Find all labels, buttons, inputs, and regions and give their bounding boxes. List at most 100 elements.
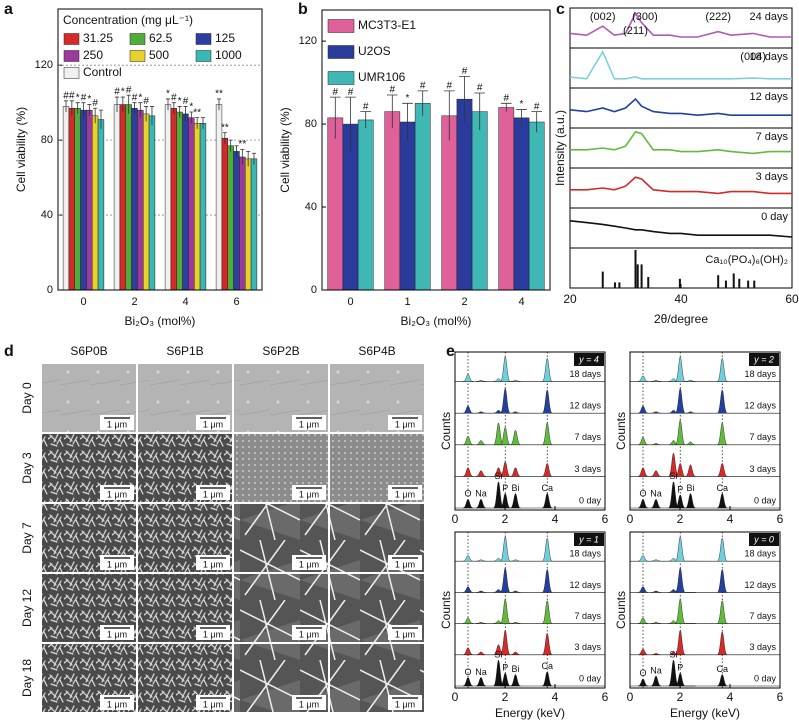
legend-label: 1000 bbox=[215, 48, 242, 62]
x-tick-label: 4 bbox=[552, 512, 559, 526]
legend-label: MC3T3-E1 bbox=[358, 18, 416, 32]
error-bar bbox=[63, 100, 69, 113]
error-bar bbox=[81, 102, 86, 118]
element-label: Ca bbox=[716, 664, 728, 674]
spectrum-peak bbox=[685, 411, 696, 414]
scale-bar-label: 1 μm bbox=[395, 699, 415, 709]
significance-mark: # bbox=[348, 87, 354, 98]
element-label: P bbox=[677, 484, 683, 494]
peak-label: (222) bbox=[705, 11, 731, 23]
x-axis-label: Bi₂O₃ (mol%) bbox=[125, 314, 196, 328]
legend-swatch bbox=[195, 50, 212, 62]
spectrum-peak bbox=[542, 463, 553, 477]
spectrum-peak bbox=[542, 493, 553, 509]
scale-bar-box bbox=[292, 695, 326, 710]
legend-title: Concentration (mg μL⁻¹) bbox=[63, 13, 193, 27]
bar bbox=[131, 108, 138, 291]
element-label: Bi bbox=[511, 483, 519, 493]
spectrum-peak bbox=[510, 493, 521, 509]
error-bar bbox=[500, 102, 512, 112]
scale-bar-label: 1 μm bbox=[203, 419, 223, 429]
y-axis-label: Cell viability (%) bbox=[278, 107, 292, 192]
significance-mark: ** bbox=[193, 107, 201, 118]
bar bbox=[188, 117, 195, 291]
tag-box bbox=[574, 353, 604, 366]
significance-mark: * bbox=[406, 93, 410, 104]
scale-bar-label: 1 μm bbox=[395, 559, 415, 569]
bar bbox=[193, 123, 201, 291]
row-label: Day 18 bbox=[20, 659, 34, 697]
tag-box bbox=[574, 533, 604, 546]
y-tick-label: 40 bbox=[305, 201, 317, 213]
significance-mark: # bbox=[63, 90, 69, 101]
error-bar bbox=[183, 106, 188, 122]
scale-bar-box bbox=[196, 555, 230, 570]
element-label: Si bbox=[494, 471, 502, 481]
spectrum-peak bbox=[510, 590, 521, 593]
spectrum-peak bbox=[637, 467, 649, 477]
scale-bar-box bbox=[388, 625, 422, 640]
panel-letter: d bbox=[4, 343, 14, 360]
x-tick-label: 2 bbox=[461, 296, 467, 308]
series-label: 0 day bbox=[579, 673, 602, 683]
spectrum-peak bbox=[475, 651, 487, 655]
x-tick-label: 0 bbox=[452, 690, 459, 704]
spectrum-peak bbox=[475, 677, 487, 687]
row-label: Day 7 bbox=[20, 522, 34, 554]
xrd-line bbox=[570, 176, 792, 195]
y-axis-label: Counts bbox=[439, 591, 453, 629]
significance-mark: # bbox=[92, 98, 98, 109]
spectrum-peak bbox=[717, 600, 728, 624]
spectrum-peak bbox=[717, 674, 728, 687]
bar bbox=[498, 107, 515, 291]
element-label: Ca bbox=[541, 483, 553, 493]
scale-bar-label: 1 μm bbox=[299, 559, 319, 569]
error-bar bbox=[149, 106, 155, 126]
series-label: 0 day bbox=[754, 673, 777, 683]
significance-mark: * bbox=[121, 87, 125, 98]
column-label: S6P4B bbox=[358, 344, 395, 358]
y-tick-label: 120 bbox=[35, 59, 53, 71]
spectrum-peak bbox=[542, 633, 553, 655]
scale-bar-label: 1 μm bbox=[395, 419, 415, 429]
series-label: 3 days bbox=[756, 171, 789, 183]
bar bbox=[80, 109, 87, 291]
scale-bar-label: 1 μm bbox=[107, 629, 127, 639]
spectrum-peak bbox=[510, 467, 521, 477]
element-label: P bbox=[677, 662, 683, 672]
y-axis-label: Counts bbox=[439, 412, 453, 450]
spectrum-peak bbox=[500, 536, 511, 562]
y-tick-label: 80 bbox=[41, 134, 53, 146]
error-bar bbox=[87, 104, 92, 116]
scale-bar-box bbox=[196, 415, 230, 430]
bar bbox=[148, 115, 156, 291]
x-tick-label: 4 bbox=[727, 512, 734, 526]
element-label: Na bbox=[475, 667, 487, 677]
spectrum-peak bbox=[542, 538, 553, 562]
error-bar bbox=[417, 90, 429, 116]
x-tick-label: 6 bbox=[602, 690, 609, 704]
scale-bar-label: 1 μm bbox=[203, 559, 223, 569]
peak-label: (300) bbox=[632, 11, 658, 23]
spectrum-peak bbox=[462, 555, 474, 562]
spectrum-peak bbox=[685, 493, 696, 509]
scale-bar-label: 1 μm bbox=[395, 629, 415, 639]
spectrum-peak bbox=[650, 379, 662, 382]
x-tick-label: 4 bbox=[727, 690, 734, 704]
error-bar bbox=[200, 117, 206, 129]
legend-swatch bbox=[195, 33, 212, 45]
spectrum-peak bbox=[462, 499, 474, 509]
y-tick-label: 0 bbox=[47, 284, 53, 296]
scale-bar-label: 1 μm bbox=[299, 629, 319, 639]
x-axis-label: Energy (keV) bbox=[495, 706, 565, 720]
error-bar bbox=[474, 92, 486, 131]
spectrum-peak bbox=[637, 437, 649, 445]
spectrum-peak bbox=[650, 470, 662, 477]
bar bbox=[113, 104, 121, 291]
row-label: Day 3 bbox=[20, 452, 34, 484]
series-label: 7 days bbox=[756, 131, 789, 143]
error-bar bbox=[216, 98, 222, 111]
tag-label: y = 0 bbox=[753, 534, 774, 544]
bar bbox=[125, 104, 132, 291]
x-tick-label: 0 bbox=[80, 296, 86, 308]
